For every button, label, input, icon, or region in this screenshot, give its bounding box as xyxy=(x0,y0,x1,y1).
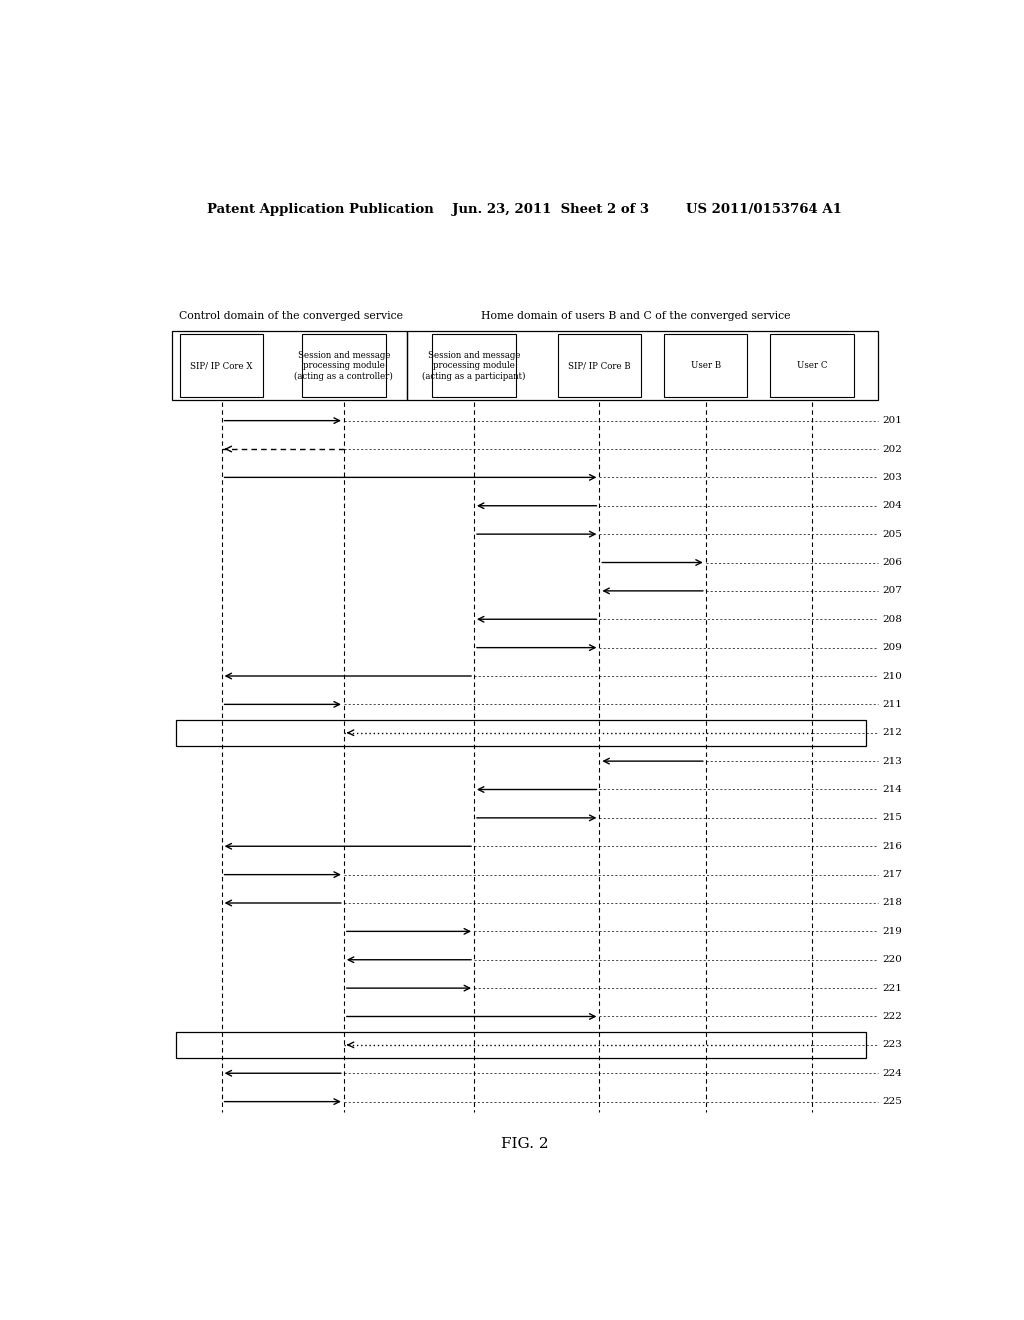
Text: 219: 219 xyxy=(882,927,902,936)
Text: 220: 220 xyxy=(882,956,902,964)
Text: 202: 202 xyxy=(882,445,902,454)
Bar xyxy=(408,331,878,400)
Text: 211: 211 xyxy=(882,700,902,709)
Bar xyxy=(302,334,385,397)
Text: 201: 201 xyxy=(882,416,902,425)
Text: 213: 213 xyxy=(882,756,902,766)
Text: 217: 217 xyxy=(882,870,902,879)
Text: 222: 222 xyxy=(882,1012,902,1020)
Text: 215: 215 xyxy=(882,813,902,822)
Bar xyxy=(665,334,748,397)
Text: 216: 216 xyxy=(882,842,902,851)
Text: User C: User C xyxy=(797,362,827,370)
Text: 203: 203 xyxy=(882,473,902,482)
Text: Control domain of the converged service: Control domain of the converged service xyxy=(178,312,402,321)
Bar xyxy=(770,334,854,397)
Text: 209: 209 xyxy=(882,643,902,652)
Text: 223: 223 xyxy=(882,1040,902,1049)
Bar xyxy=(432,334,516,397)
Text: 204: 204 xyxy=(882,502,902,511)
Text: FIG. 2: FIG. 2 xyxy=(501,1138,549,1151)
Text: 225: 225 xyxy=(882,1097,902,1106)
Bar xyxy=(176,719,866,746)
Text: 224: 224 xyxy=(882,1069,902,1077)
Text: User B: User B xyxy=(690,362,721,370)
Text: 214: 214 xyxy=(882,785,902,795)
Text: 206: 206 xyxy=(882,558,902,568)
Text: 221: 221 xyxy=(882,983,902,993)
Bar xyxy=(172,331,408,400)
Text: Home domain of users B and C of the converged service: Home domain of users B and C of the conv… xyxy=(481,312,791,321)
Text: 207: 207 xyxy=(882,586,902,595)
Text: Patent Application Publication    Jun. 23, 2011  Sheet 2 of 3        US 2011/015: Patent Application Publication Jun. 23, … xyxy=(208,203,842,216)
Bar xyxy=(180,334,263,397)
Bar xyxy=(176,1032,866,1059)
Text: 208: 208 xyxy=(882,615,902,624)
Text: 212: 212 xyxy=(882,729,902,738)
Text: 210: 210 xyxy=(882,672,902,681)
Text: SIP/ IP Core B: SIP/ IP Core B xyxy=(568,362,631,370)
Bar xyxy=(558,334,641,397)
Text: SIP/ IP Core X: SIP/ IP Core X xyxy=(190,362,253,370)
Text: 218: 218 xyxy=(882,899,902,907)
Text: Session and message
processing module
(acting as a participant): Session and message processing module (a… xyxy=(422,351,525,380)
Text: Session and message
processing module
(acting as a controller): Session and message processing module (a… xyxy=(295,351,393,380)
Text: 205: 205 xyxy=(882,529,902,539)
